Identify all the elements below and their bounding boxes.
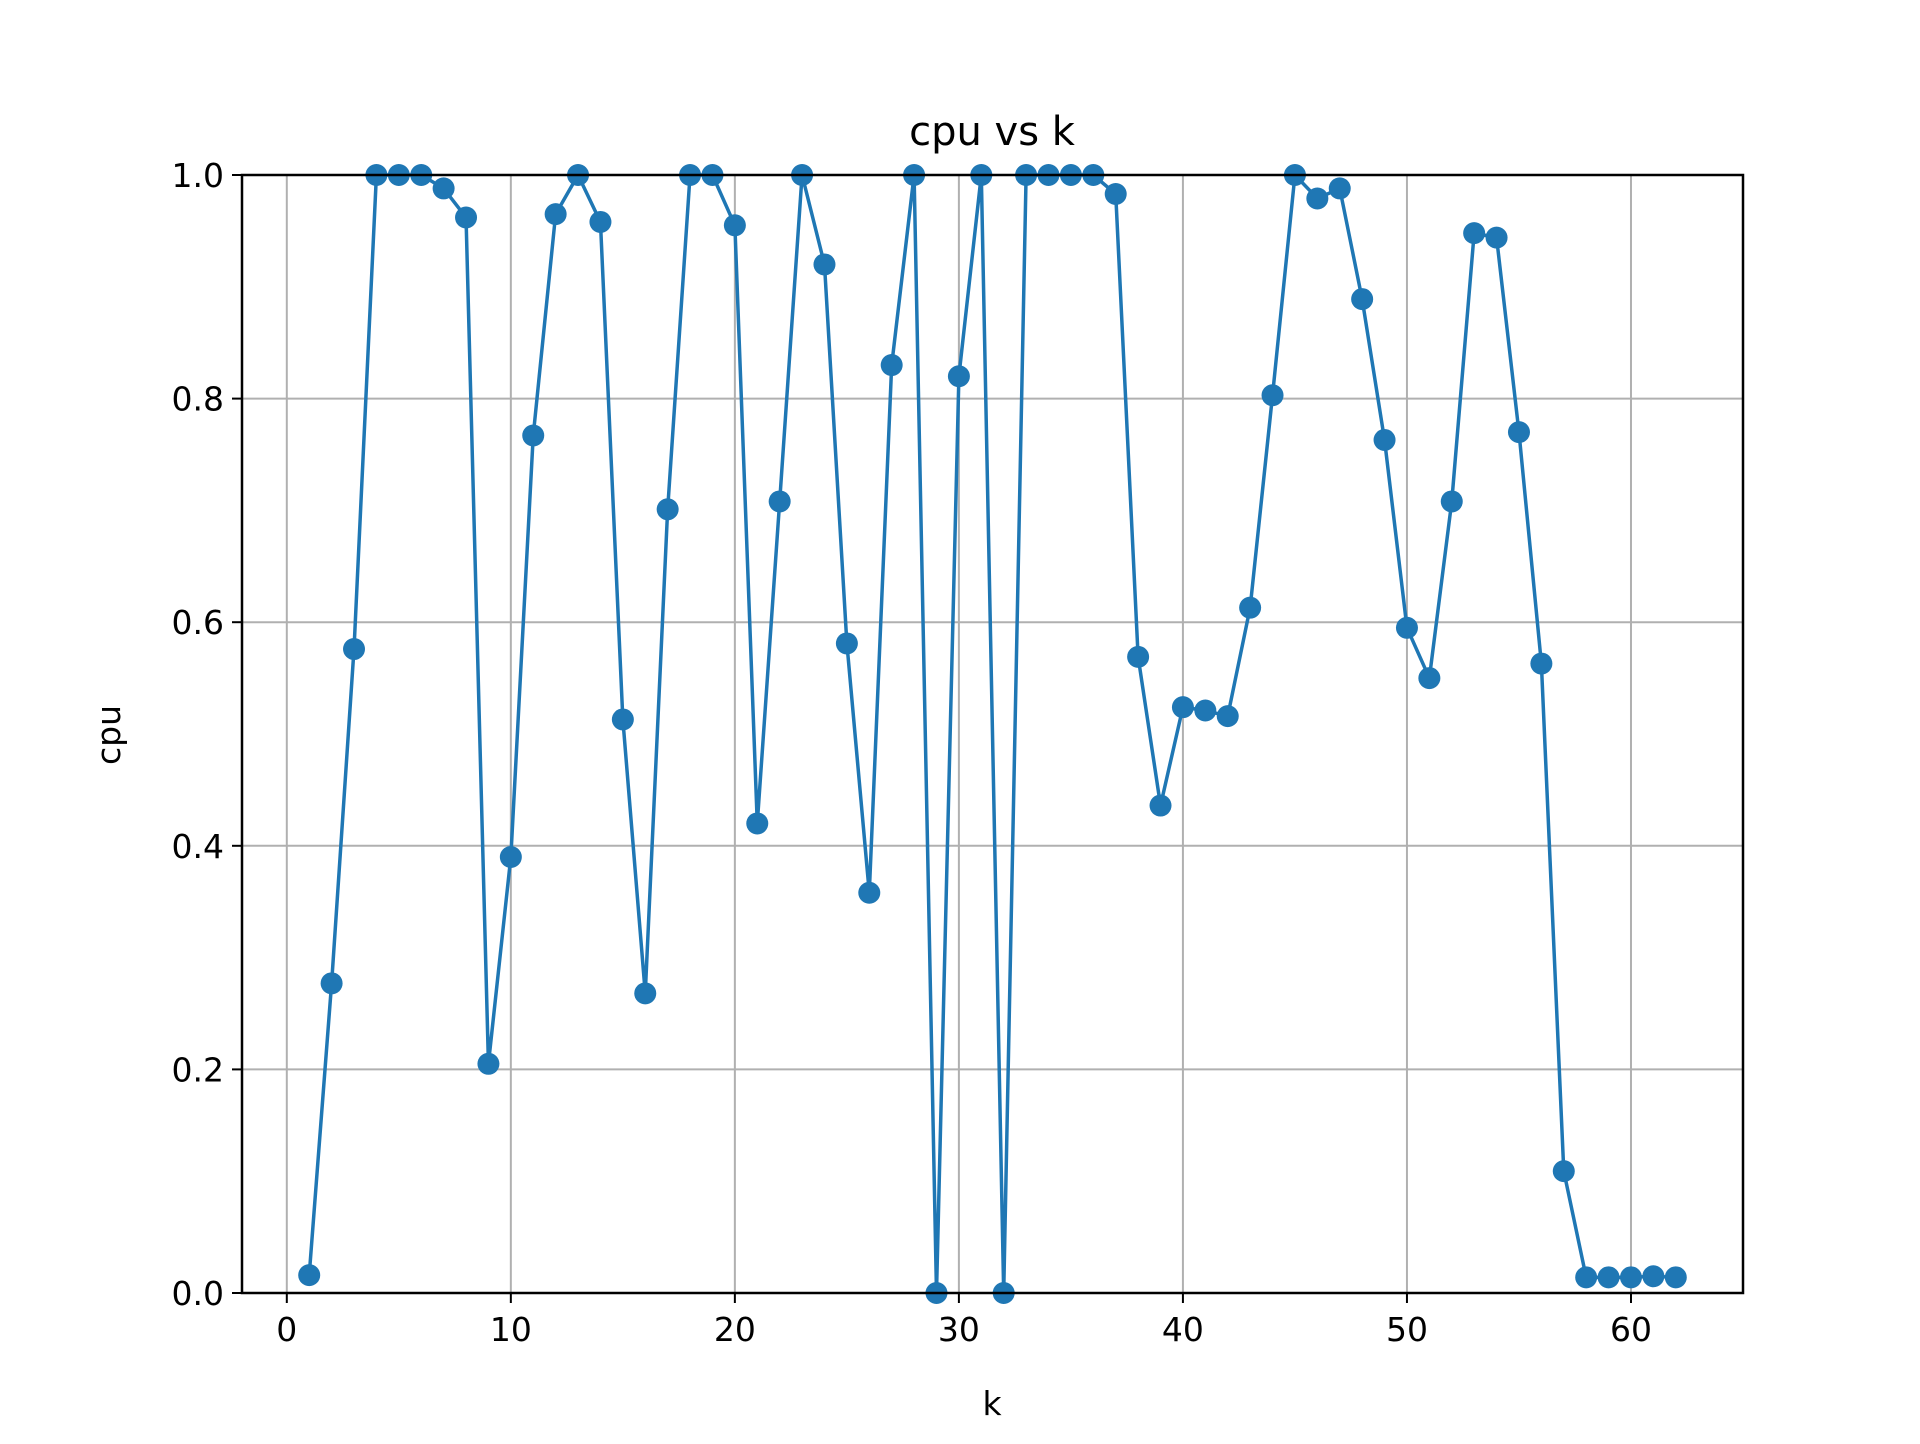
- chart-title: cpu vs k: [909, 109, 1076, 155]
- plot-frame: [240, 173, 1745, 1295]
- data-point: [947, 365, 970, 388]
- data-point: [499, 845, 522, 868]
- data-point: [1642, 1265, 1665, 1288]
- data-point: [634, 982, 657, 1005]
- x-tick-label: 0: [276, 1310, 297, 1349]
- x-tick-label: 20: [714, 1310, 756, 1349]
- data-point: [1373, 428, 1396, 451]
- data-point: [1306, 187, 1329, 210]
- data-point: [522, 424, 545, 447]
- data-point: [1104, 183, 1127, 206]
- data-point: [477, 1052, 500, 1075]
- x-tick-label: 60: [1610, 1310, 1652, 1349]
- data-point: [1619, 1266, 1642, 1289]
- data-point: [1351, 288, 1374, 311]
- data-point: [1507, 421, 1530, 444]
- data-point: [880, 354, 903, 377]
- x-tick-label: 30: [938, 1310, 980, 1349]
- data-point: [1418, 667, 1441, 690]
- data-point: [1216, 705, 1239, 728]
- data-point: [298, 1264, 321, 1287]
- series-cpu: [298, 164, 1687, 1304]
- data-point: [1664, 1266, 1687, 1289]
- data-point: [1395, 616, 1418, 639]
- data-point: [1530, 652, 1553, 675]
- data-point: [858, 881, 881, 904]
- data-point: [1127, 645, 1150, 668]
- y-tick-label: 1.0: [172, 156, 224, 195]
- data-point: [544, 203, 567, 226]
- data-point: [611, 708, 634, 731]
- y-axis-label: cpu: [89, 705, 128, 765]
- x-tick-label: 50: [1386, 1310, 1428, 1349]
- x-tick-label: 10: [490, 1310, 532, 1349]
- x-tick-label: 40: [1162, 1310, 1204, 1349]
- data-point: [1440, 490, 1463, 513]
- data-point: [1485, 226, 1508, 249]
- series-line: [307, 173, 1676, 1295]
- data-point: [1171, 696, 1194, 719]
- y-tick-label: 0.4: [172, 827, 224, 866]
- data-point: [1261, 384, 1284, 407]
- x-axis-label: k: [982, 1384, 1002, 1423]
- data-point: [589, 210, 612, 233]
- data-point: [1149, 794, 1172, 817]
- data-point: [1597, 1266, 1620, 1289]
- data-point: [813, 253, 836, 276]
- data-point: [1575, 1266, 1598, 1289]
- data-point: [835, 632, 858, 655]
- data-point: [1463, 222, 1486, 245]
- data-point: [656, 498, 679, 521]
- data-point: [746, 812, 769, 835]
- y-tick-label: 0.8: [172, 380, 224, 419]
- data-point: [768, 490, 791, 513]
- y-tick-label: 0.0: [172, 1274, 224, 1313]
- data-point: [432, 177, 455, 200]
- data-point: [320, 972, 343, 995]
- data-point: [1239, 596, 1262, 619]
- y-tick-label: 0.2: [172, 1050, 224, 1089]
- data-point: [1552, 1160, 1575, 1183]
- data-point: [455, 206, 478, 229]
- data-point: [723, 214, 746, 237]
- data-point: [1328, 177, 1351, 200]
- data-point: [343, 638, 366, 661]
- axis-ticks: 0 10 20 30 40 50 60 0.0 0.2 0.4 0.6 0.8 1.0: [172, 156, 1652, 1349]
- y-tick-label: 0.6: [172, 603, 224, 642]
- data-point: [1194, 699, 1217, 722]
